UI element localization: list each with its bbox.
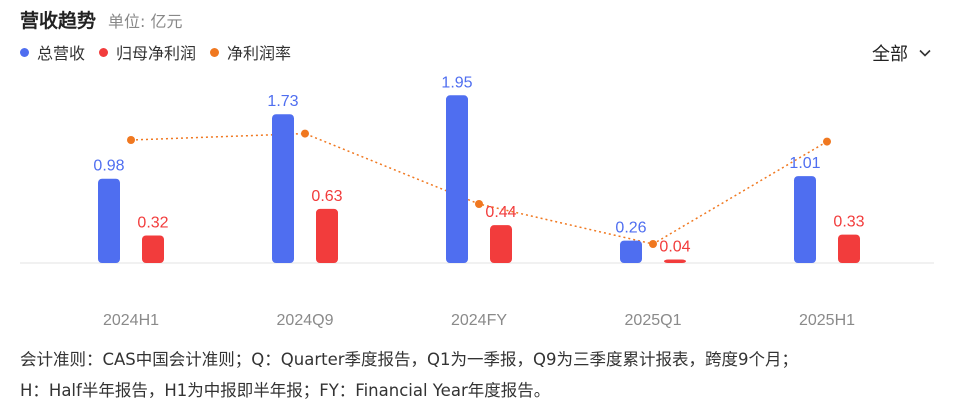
revenue-value-label: 1.73: [267, 93, 298, 110]
revenue-bar-2024fy: [446, 95, 468, 263]
chart-header: 营收趋势 单位: 亿元: [20, 6, 183, 33]
revenue-value-label: 0.26: [615, 220, 646, 237]
legend-label-revenue: 总营收: [37, 44, 86, 63]
net-profit-value-label: 0.63: [311, 188, 342, 205]
net-profit-bar-2024h1: [142, 235, 164, 263]
net-profit-value-label: 0.32: [137, 214, 168, 231]
legend-dot-revenue: [20, 47, 29, 57]
x-tick-label: 2025Q1: [625, 312, 682, 329]
x-tick-label: 2024Q9: [277, 312, 334, 329]
unit-label: 单位: 亿元: [108, 12, 183, 31]
chart-title: 营收趋势: [20, 10, 97, 32]
revenue-bar-2025h1: [794, 176, 816, 263]
legend-label-margin: 净利润率: [227, 44, 292, 63]
footnote-line-1: 会计准则：CAS中国会计准则；Q：Quarter季度报告，Q1为一季报，Q9为三…: [20, 350, 798, 369]
revenue-value-label: 0.98: [93, 158, 124, 175]
net-profit-value-label: 0.33: [833, 214, 864, 231]
legend-label-net-profit: 归母净利润: [116, 44, 197, 63]
footnote-line-2: H：Half半年报告，H1为中报即半年报；FY：Financial Year年度…: [20, 381, 551, 400]
net-profit-bar-2025h1: [838, 234, 860, 263]
x-tick-label: 2025H1: [799, 312, 855, 329]
margin-line: [130, 132, 828, 245]
legend-item-net-profit[interactable]: 归母净利润: [99, 40, 196, 64]
net-profit-value-label: 0.44: [485, 204, 516, 221]
legend-item-margin[interactable]: 净利润率: [210, 40, 291, 64]
margin-point-2025q1: [649, 240, 657, 248]
legend: 总营收 归母净利润 净利润率: [20, 40, 305, 64]
legend-dot-net-profit: [99, 47, 109, 57]
margin-point-2024fy: [475, 200, 483, 208]
revenue-value-label: 1.95: [441, 74, 472, 91]
legend-dot-margin: [210, 47, 220, 57]
period-filter-label: 全部: [872, 44, 908, 65]
revenue-trend-chart: 0.98 1.73 1.95 0.26 1.01 0.32 0.63 0.44 0.04 0.33…: [20, 74, 934, 329]
revenue-bar-2025q1: [620, 240, 642, 263]
margin-point-2024h1: [127, 136, 135, 144]
period-filter-dropdown[interactable]: 全部: [872, 40, 932, 66]
net-profit-bar-2025q1: [664, 259, 686, 263]
footnote: 会计准则：CAS中国会计准则；Q：Quarter季度报告，Q1为一季报，Q9为三…: [20, 344, 798, 406]
x-tick-label: 2024FY: [451, 312, 507, 329]
x-tick-label: 2024H1: [103, 312, 159, 329]
revenue-bar-2024h1: [98, 178, 120, 263]
margin-point-2025h1: [823, 137, 831, 146]
chevron-down-icon: [919, 49, 931, 57]
revenue-value-label: 1.01: [789, 155, 820, 172]
net-profit-bar-2024q9: [316, 208, 338, 263]
net-profit-value-label: 0.04: [659, 239, 690, 256]
margin-point-2024q9: [301, 129, 309, 138]
net-profit-bar-2024fy: [490, 225, 512, 263]
legend-item-revenue[interactable]: 总营收: [20, 40, 85, 64]
revenue-bar-2024q9: [272, 114, 294, 263]
